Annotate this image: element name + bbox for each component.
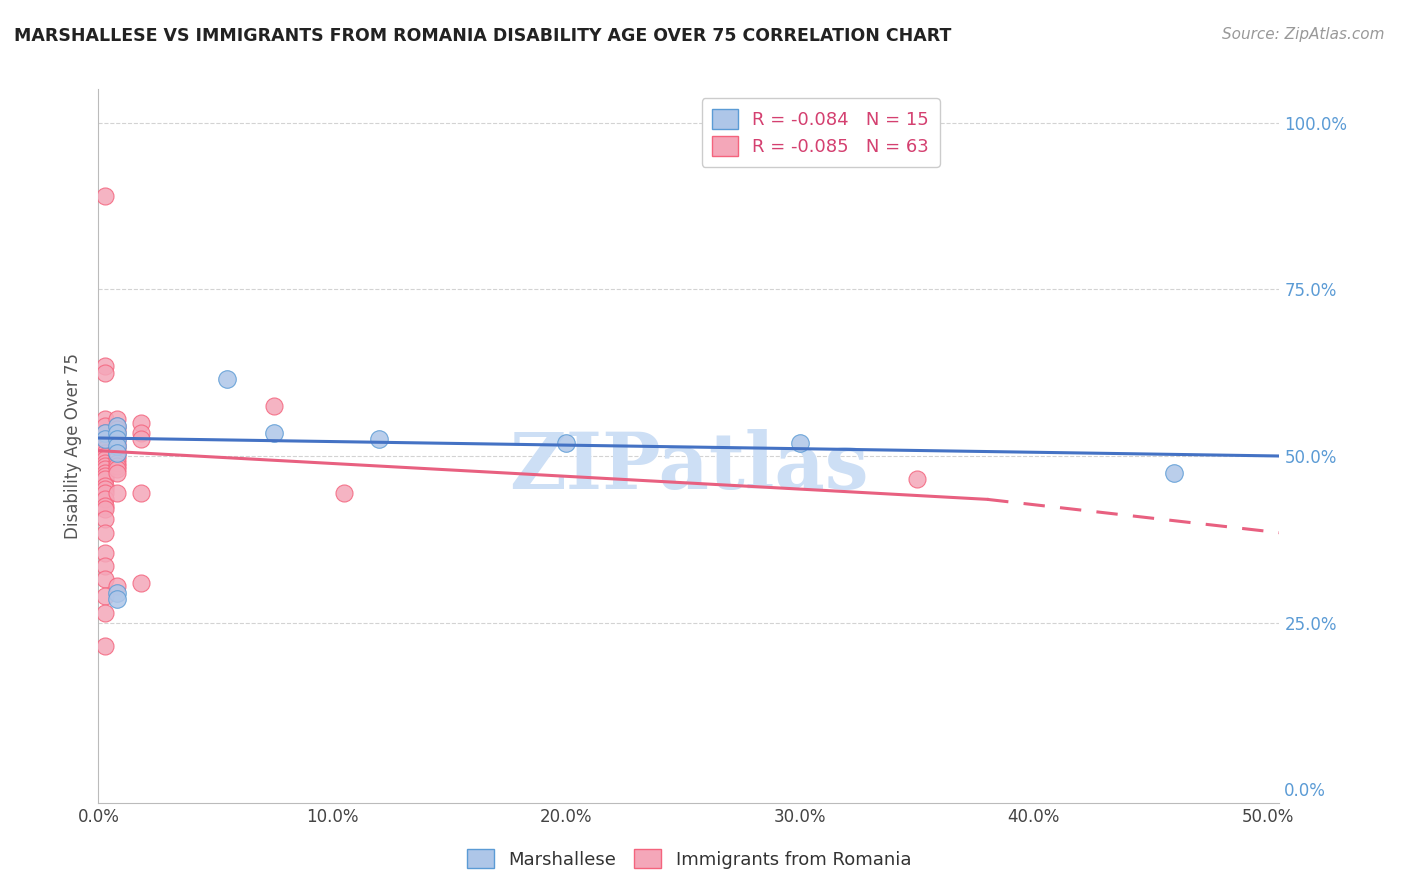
Point xyxy=(905,472,928,486)
Point xyxy=(94,433,117,447)
Point xyxy=(105,458,128,473)
Text: ZIPatlas: ZIPatlas xyxy=(509,429,869,506)
Text: MARSHALLESE VS IMMIGRANTS FROM ROMANIA DISABILITY AGE OVER 75 CORRELATION CHART: MARSHALLESE VS IMMIGRANTS FROM ROMANIA D… xyxy=(14,27,952,45)
Point xyxy=(263,399,285,413)
Point xyxy=(105,452,128,467)
Point xyxy=(94,425,117,440)
Point xyxy=(94,546,117,560)
Point xyxy=(105,585,128,599)
Point xyxy=(105,462,128,476)
Point xyxy=(94,452,117,467)
Point xyxy=(333,485,356,500)
Point xyxy=(105,433,128,447)
Point xyxy=(94,189,117,203)
Point xyxy=(94,445,117,459)
Point xyxy=(94,472,117,486)
Point xyxy=(105,433,128,447)
Point xyxy=(94,559,117,574)
Legend: Marshallese, Immigrants from Romania: Marshallese, Immigrants from Romania xyxy=(460,842,918,876)
Point xyxy=(105,439,128,453)
Point xyxy=(105,435,128,450)
Point xyxy=(263,425,285,440)
Point xyxy=(94,439,117,453)
Point xyxy=(105,412,128,426)
Point xyxy=(94,512,117,526)
Point xyxy=(129,425,152,440)
Point xyxy=(129,575,152,590)
Point xyxy=(105,442,128,457)
Point xyxy=(94,479,117,493)
Y-axis label: Disability Age Over 75: Disability Age Over 75 xyxy=(65,353,83,539)
Point xyxy=(94,412,117,426)
Point xyxy=(94,502,117,516)
Point xyxy=(94,449,117,463)
Point xyxy=(105,445,128,459)
Point xyxy=(94,639,117,653)
Point xyxy=(94,462,117,476)
Point xyxy=(94,525,117,540)
Point xyxy=(94,469,117,483)
Point xyxy=(105,449,128,463)
Text: Source: ZipAtlas.com: Source: ZipAtlas.com xyxy=(1222,27,1385,42)
Point xyxy=(215,372,238,386)
Point xyxy=(94,466,117,480)
Point xyxy=(94,499,117,513)
Point xyxy=(94,419,117,434)
Point xyxy=(1163,466,1185,480)
Point xyxy=(94,442,117,457)
Point xyxy=(105,425,128,440)
Point xyxy=(94,483,117,497)
Point xyxy=(94,366,117,380)
Point xyxy=(94,425,117,440)
Point xyxy=(105,579,128,593)
Point xyxy=(105,419,128,434)
Point xyxy=(94,456,117,470)
Point xyxy=(129,433,152,447)
Point xyxy=(94,589,117,603)
Point xyxy=(94,359,117,373)
Point xyxy=(94,458,117,473)
Point xyxy=(94,606,117,620)
Point xyxy=(105,425,128,440)
Point xyxy=(94,433,117,447)
Point xyxy=(368,433,391,447)
Point xyxy=(555,435,578,450)
Point xyxy=(789,435,811,450)
Point xyxy=(105,445,128,459)
Point xyxy=(129,416,152,430)
Point xyxy=(105,456,128,470)
Point xyxy=(105,466,128,480)
Point xyxy=(105,439,128,453)
Point xyxy=(105,485,128,500)
Point xyxy=(129,485,152,500)
Point xyxy=(94,573,117,587)
Point xyxy=(94,485,117,500)
Point xyxy=(105,419,128,434)
Point xyxy=(105,422,128,436)
Point xyxy=(105,592,128,607)
Point xyxy=(94,492,117,507)
